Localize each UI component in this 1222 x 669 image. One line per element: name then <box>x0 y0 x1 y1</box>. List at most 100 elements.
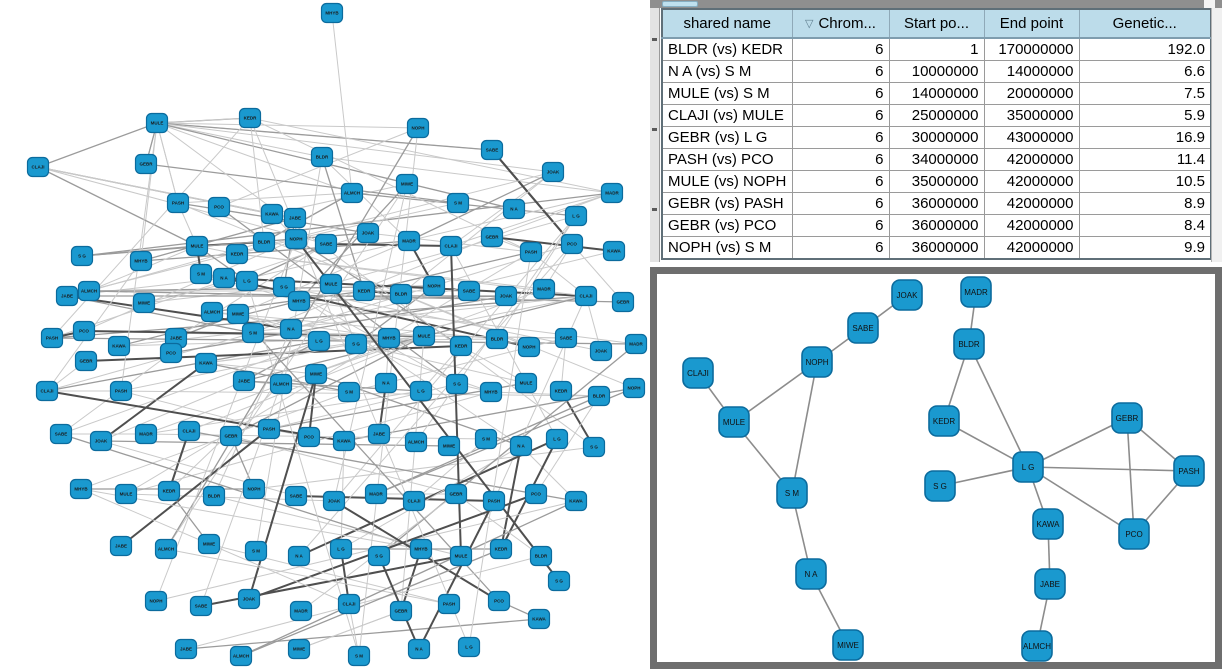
graph-node[interactable] <box>928 405 960 437</box>
col-header-chromosome[interactable]: ▽ Chrom... <box>791 8 890 39</box>
table-cell[interactable]: 20000000 <box>983 82 1080 105</box>
graph-node[interactable] <box>284 485 308 507</box>
graph-node[interactable] <box>514 372 538 394</box>
graph-node[interactable] <box>600 182 624 204</box>
graph-node[interactable] <box>219 425 243 447</box>
graph-node[interactable] <box>287 545 311 567</box>
graph-node[interactable] <box>795 558 827 590</box>
graph-node[interactable] <box>287 638 311 660</box>
graph-node[interactable] <box>189 263 213 285</box>
graph-node[interactable] <box>134 423 158 445</box>
table-cell[interactable]: 6 <box>791 214 890 237</box>
table-row[interactable]: MULE (vs) S M 6 14000000 20000000 7.5 <box>661 82 1212 105</box>
graph-node[interactable] <box>49 423 73 445</box>
table-cell[interactable]: 35000000 <box>888 170 985 193</box>
sort-icon[interactable]: ▽ <box>805 18 814 30</box>
table-cell[interactable]: 36000000 <box>888 214 985 237</box>
table-cell[interactable]: 42000000 <box>983 214 1080 237</box>
graph-node[interactable] <box>482 490 506 512</box>
graph-node[interactable] <box>479 381 503 403</box>
graph-node[interactable] <box>682 357 714 389</box>
graph-node[interactable] <box>1118 518 1150 550</box>
graph-node[interactable] <box>189 595 213 617</box>
col-header-end-point[interactable]: End point <box>983 8 1080 39</box>
graph-node[interactable] <box>55 285 79 307</box>
graph-node[interactable] <box>322 490 346 512</box>
graph-node[interactable] <box>225 243 249 265</box>
table-cell[interactable]: 42000000 <box>983 170 1080 193</box>
graph-node[interactable] <box>289 600 313 622</box>
table-cell[interactable]: 6 <box>791 192 890 215</box>
graph-node[interactable] <box>1032 508 1064 540</box>
table-cell[interactable]: 30000000 <box>888 126 985 149</box>
graph-node[interactable] <box>1111 402 1143 434</box>
graph-node[interactable] <box>237 588 261 610</box>
graph-node[interactable] <box>480 226 504 248</box>
table-cell[interactable]: 6 <box>791 148 890 171</box>
table-cell[interactable]: 9.9 <box>1078 236 1212 260</box>
table-cell[interactable]: 5.9 <box>1078 104 1212 127</box>
graph-node[interactable] <box>242 478 266 500</box>
graph-node[interactable] <box>409 380 433 402</box>
graph-node[interactable] <box>202 485 226 507</box>
graph-node[interactable] <box>212 267 236 289</box>
graph-node[interactable] <box>395 173 419 195</box>
col-header-start-position[interactable]: Start po... <box>888 8 985 39</box>
table-cell[interactable]: CLAJI (vs) MULE <box>661 104 793 127</box>
graph-node[interactable] <box>389 600 413 622</box>
graph-node[interactable] <box>337 381 361 403</box>
graph-node[interactable] <box>407 638 431 660</box>
graph-node[interactable] <box>340 182 364 204</box>
graph-node[interactable] <box>406 117 430 139</box>
graph-node[interactable] <box>307 330 331 352</box>
graph-node[interactable] <box>77 280 101 302</box>
graph-node[interactable] <box>352 280 376 302</box>
graph-node[interactable] <box>549 380 573 402</box>
graph-node[interactable] <box>74 350 98 372</box>
graph-node[interactable] <box>924 470 956 502</box>
graph-node[interactable] <box>70 245 94 267</box>
graph-node[interactable] <box>509 435 533 457</box>
graph-node[interactable] <box>109 535 133 557</box>
graph-node[interactable] <box>564 205 588 227</box>
graph-node[interactable] <box>226 303 250 325</box>
graph-node[interactable] <box>257 418 281 440</box>
graph-node[interactable] <box>489 538 513 560</box>
table-row[interactable]: N A (vs) S M 6 10000000 14000000 6.6 <box>661 60 1212 83</box>
graph-node[interactable] <box>269 373 293 395</box>
table-cell[interactable]: 36000000 <box>888 236 985 260</box>
graph-node[interactable] <box>284 228 308 250</box>
graph-node[interactable] <box>624 333 648 355</box>
table-cell[interactable]: 6 <box>791 60 890 83</box>
graph-node[interactable] <box>602 240 626 262</box>
graph-node[interactable] <box>422 275 446 297</box>
graph-node[interactable] <box>801 346 833 378</box>
table-cell[interactable]: 25000000 <box>888 104 985 127</box>
graph-node[interactable] <box>611 291 635 313</box>
graph-node[interactable] <box>272 276 296 298</box>
table-horizontal-scrollbar[interactable] <box>650 0 1222 8</box>
graph-node[interactable] <box>409 538 433 560</box>
table-cell[interactable]: 10000000 <box>888 60 985 83</box>
graph-node[interactable] <box>332 430 356 452</box>
graph-node[interactable] <box>356 222 380 244</box>
graph-node[interactable] <box>524 483 548 505</box>
table-cell[interactable]: 10.5 <box>1078 170 1212 193</box>
graph-node[interactable] <box>132 292 156 314</box>
graph-node[interactable] <box>200 301 224 323</box>
graph-node[interactable] <box>574 285 598 307</box>
table-cell[interactable]: 192.0 <box>1078 37 1212 61</box>
graph-node[interactable] <box>145 112 169 134</box>
graph-node[interactable] <box>287 290 311 312</box>
graph-node[interactable] <box>444 483 468 505</box>
graph-node[interactable] <box>185 235 209 257</box>
graph-node[interactable] <box>480 139 504 161</box>
graph-node[interactable] <box>502 198 526 220</box>
graph-node[interactable] <box>297 426 321 448</box>
graph-node[interactable] <box>487 590 511 612</box>
graph-node[interactable] <box>344 333 368 355</box>
graph-node[interactable] <box>564 490 588 512</box>
graph-node[interactable] <box>279 318 303 340</box>
graph-node[interactable] <box>494 285 518 307</box>
graph-node[interactable] <box>207 196 231 218</box>
